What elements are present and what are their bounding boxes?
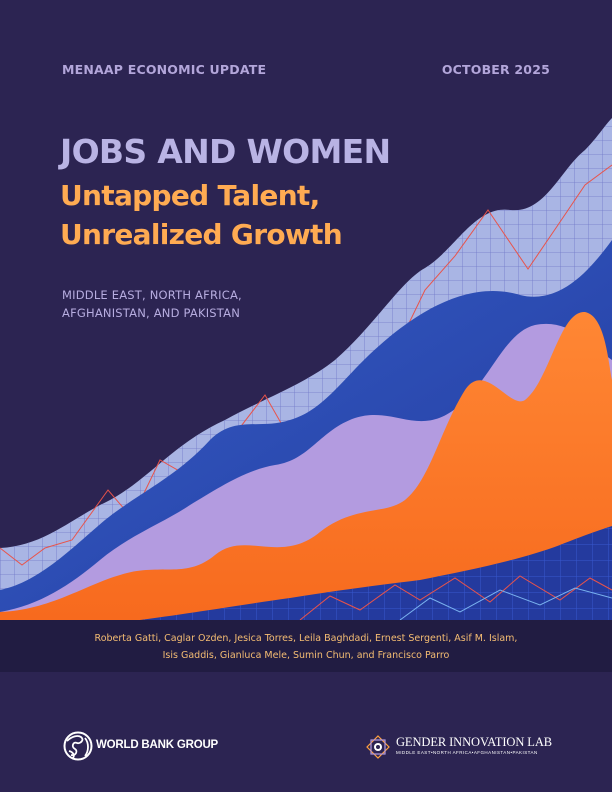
author-line-2: Isis Gaddis, Gianluca Mele, Sumin Chun, … (162, 650, 450, 661)
subtitle-line-1: Untapped Talent, (60, 179, 320, 212)
region-line-1: MIDDLE EAST, NORTH AFRICA, (62, 288, 242, 302)
subtitle: Untapped Talent, Unrealized Growth (60, 176, 343, 254)
author-list: Roberta Gatti, Caglar Ozden, Jesica Torr… (0, 630, 612, 664)
subtitle-line-2: Unrealized Growth (60, 218, 343, 251)
orange-mountain (0, 311, 612, 620)
star-pattern-icon (366, 735, 390, 759)
gender-lab-text: GENDER INNOVATION LAB (396, 735, 552, 749)
series-label: MENAAP ECONOMIC UPDATE (62, 62, 267, 77)
world-bank-text: WORLD BANK GROUP (96, 739, 219, 751)
region-label: MIDDLE EAST, NORTH AFRICA, AFGHANISTAN, … (62, 286, 242, 322)
date-label: OCTOBER 2025 (441, 62, 550, 77)
gender-lab-subtext: MIDDLE EAST•NORTH AFRICA•AFGHANISTAN•PAK… (396, 750, 538, 755)
main-title: JOBS AND WOMEN (60, 132, 391, 171)
author-line-1: Roberta Gatti, Caglar Ozden, Jesica Torr… (94, 633, 518, 644)
author-bar (0, 620, 612, 672)
region-line-2: AFGHANISTAN, AND PAKISTAN (62, 306, 240, 320)
globe-icon (63, 731, 93, 761)
